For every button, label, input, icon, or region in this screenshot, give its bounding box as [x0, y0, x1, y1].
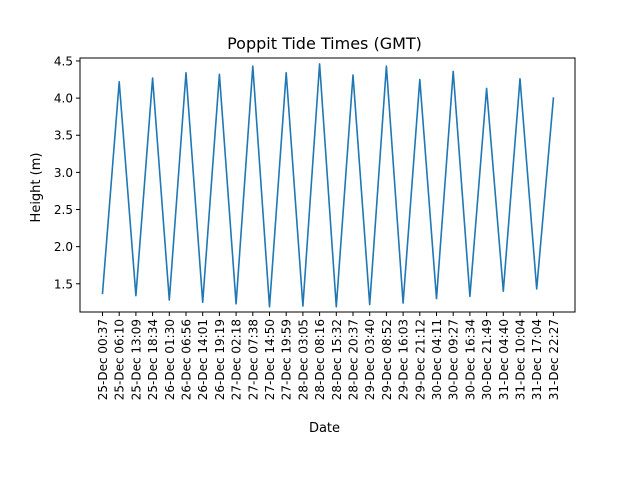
x-tick-label: 25-Dec 13:09: [129, 319, 143, 400]
x-tick-label: 26-Dec 19:19: [213, 319, 227, 400]
tide-height-line: [101, 63, 555, 308]
x-tick-label: 25-Dec 00:37: [96, 319, 110, 400]
y-tick-label: 3.0: [54, 166, 73, 180]
x-tick-label: 30-Dec 16:34: [463, 319, 477, 400]
x-axis-label: Date: [309, 421, 340, 436]
x-tick-label: 29-Dec 08:52: [380, 319, 394, 400]
y-tick-label: 1.5: [54, 277, 73, 291]
x-tick-label: 28-Dec 03:05: [296, 319, 310, 400]
x-tick-label: 28-Dec 15:32: [330, 319, 344, 400]
x-tick-label: 31-Dec 17:04: [530, 319, 544, 400]
x-tick-label: 30-Dec 09:27: [447, 319, 461, 400]
y-tick-label: 2.0: [54, 240, 73, 254]
plot-frame: [79, 57, 576, 313]
x-tick-label: 28-Dec 08:16: [313, 319, 327, 400]
x-tick-label: 25-Dec 06:10: [113, 319, 127, 400]
x-tick-label: 29-Dec 16:03: [397, 319, 411, 400]
x-tick-label: 26-Dec 01:30: [163, 319, 177, 400]
y-tick-label: 3.5: [54, 129, 73, 143]
y-tick-label: 4.5: [54, 54, 73, 68]
x-tick-label: 27-Dec 07:38: [246, 319, 260, 400]
x-tick-label: 30-Dec 21:49: [480, 319, 494, 400]
chart-title: Poppit Tide Times (GMT): [227, 34, 422, 53]
x-tick-label: 26-Dec 14:01: [196, 319, 210, 400]
x-tick-label: 25-Dec 18:34: [146, 319, 160, 400]
x-tick-label: 27-Dec 14:50: [263, 319, 277, 400]
x-tick-label: 29-Dec 21:12: [413, 319, 427, 400]
y-axis-label: Height (m): [29, 153, 44, 223]
x-tick-label: 26-Dec 06:56: [180, 319, 194, 400]
plot-area: 1.52.02.53.03.54.04.525-Dec 00:37 25-Dec …: [54, 54, 576, 400]
x-tick-label: 27-Dec 19:59: [280, 319, 294, 400]
x-tick-label: 31-Dec 10:04: [514, 319, 528, 400]
x-tick-label: 27-Dec 02:18: [230, 319, 244, 400]
x-tick-label: 31-Dec 22:27: [547, 319, 561, 400]
y-tick-label: 2.5: [54, 203, 73, 217]
x-tick-label: 28-Dec 20:37: [347, 319, 361, 400]
y-tick-label: 4.0: [54, 92, 73, 106]
x-tick-label: 29-Dec 03:40: [363, 319, 377, 400]
x-tick-label: 31-Dec 04:40: [497, 319, 511, 400]
x-tick-label: 30-Dec 04:11: [430, 319, 444, 400]
